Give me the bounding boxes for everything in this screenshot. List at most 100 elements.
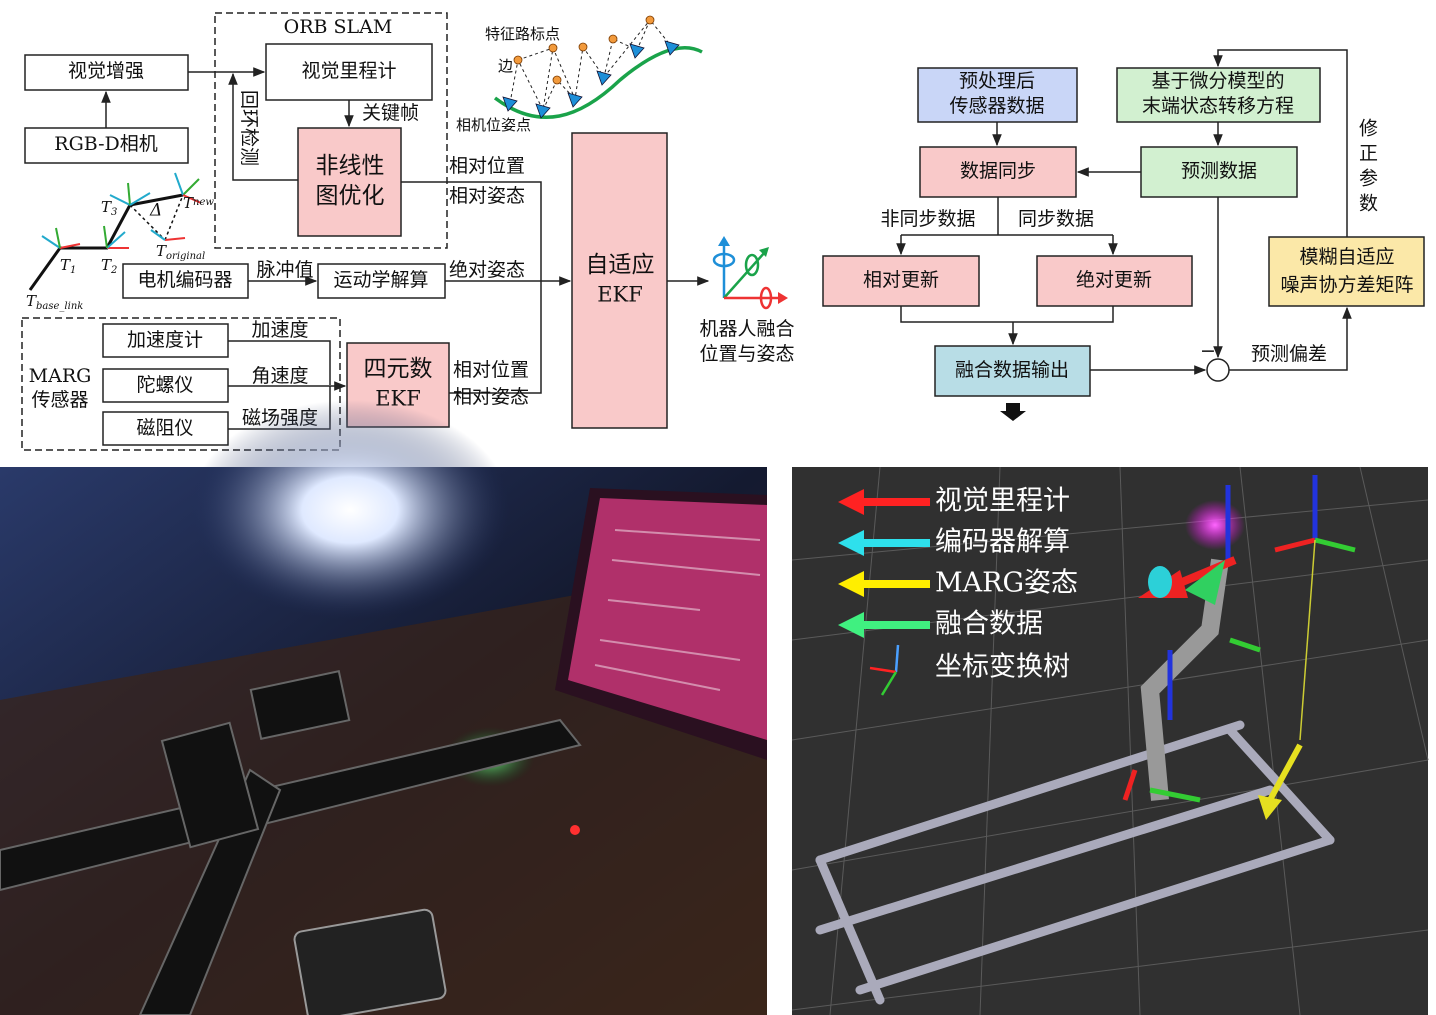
- edge-label: 同步数据: [1018, 208, 1094, 230]
- shape: [568, 93, 582, 107]
- edge-label: 相对位置: [449, 155, 525, 177]
- shape: [597, 71, 611, 85]
- node-label: 绝对更新: [1076, 269, 1152, 291]
- connector: [165, 238, 185, 240]
- node-label: 预处理后: [959, 70, 1035, 92]
- shape: [549, 44, 557, 52]
- shape: [1207, 359, 1229, 381]
- node-label: EKF: [597, 283, 643, 307]
- node-label: 传感器数据: [949, 95, 1044, 117]
- shape: [1148, 566, 1172, 598]
- edge-label: 关键帧: [362, 102, 419, 124]
- connector: [151, 230, 165, 240]
- connector: [183, 179, 199, 195]
- shape: [1000, 403, 1026, 421]
- output-label: 机器人融合: [699, 318, 794, 340]
- group: [714, 236, 788, 308]
- edge-label: 绝对姿态: [449, 259, 525, 281]
- legend-label: 视觉里程计: [935, 486, 1070, 517]
- pose-label: Toriginal: [156, 242, 205, 262]
- connector: [110, 195, 130, 205]
- edge-label: 预测偏差: [1251, 343, 1327, 365]
- group: [42, 228, 80, 248]
- edge-label: 非同步数据: [880, 208, 975, 230]
- legend-label: MARG姿态: [935, 568, 1078, 599]
- pose-label: T3: [101, 198, 117, 218]
- edge-label: 回环检测: [238, 90, 260, 166]
- node-label: 电机编码器: [137, 269, 232, 291]
- fusion-architecture: ORB SLAM 视觉增强 RGB-D相机 视觉里程计 关键帧 非线性 图优化 …: [22, 13, 795, 450]
- node-label: 相对更新: [863, 269, 939, 291]
- connector: [104, 226, 107, 248]
- pose-label: Tbase_link: [26, 292, 83, 312]
- shape: [1185, 500, 1245, 550]
- rviz-view: 视觉里程计 编码器解算 MARG姿态 融合数据 坐标变换树: [792, 467, 1428, 1015]
- group: [503, 41, 679, 118]
- node-label: 陀螺仪: [136, 374, 193, 396]
- shape: [514, 56, 522, 64]
- text-part: new: [193, 197, 214, 208]
- shape: [298, 128, 401, 236]
- edge-label: 脉冲值: [256, 259, 313, 281]
- shape: [792, 467, 1428, 1015]
- node-label: 视觉里程计: [301, 60, 396, 82]
- node-label: 四元数: [364, 356, 433, 382]
- text-part: base_link: [36, 301, 83, 312]
- edge-label: 加速度: [251, 319, 308, 341]
- node-label: 数据同步: [960, 160, 1036, 182]
- connector: [175, 173, 183, 195]
- node-label: 模糊自适应: [1299, 246, 1394, 268]
- shape: [630, 44, 644, 58]
- node-label: 图优化: [316, 183, 385, 209]
- edge-label: 修正参数: [1356, 118, 1378, 218]
- legend-label: 坐标变换树: [935, 652, 1070, 683]
- shape: [572, 133, 667, 428]
- pose-label: T2: [101, 256, 117, 276]
- edge-label: 角速度: [251, 365, 308, 387]
- annotation: 特征路标点: [485, 25, 560, 43]
- annotation: 相机位姿点: [456, 116, 531, 134]
- shape: [190, 400, 510, 620]
- text-part: original: [166, 251, 205, 262]
- text-part: 2: [110, 265, 117, 276]
- text-part: 3: [111, 207, 117, 218]
- edge-label: 相对位置: [453, 359, 529, 381]
- shape: [718, 236, 730, 246]
- edge-label: 相对姿态: [449, 185, 525, 207]
- node-label: 视觉增强: [68, 60, 144, 82]
- pose-label: T1: [60, 256, 76, 276]
- node-label: 预测数据: [1181, 160, 1257, 182]
- experiment-photo: [0, 400, 767, 1015]
- shape: [553, 76, 561, 84]
- legend-label: 融合数据: [935, 609, 1043, 640]
- node-label: 加速度计: [127, 329, 203, 351]
- shape: [579, 43, 587, 51]
- group-label: 传感器: [31, 389, 88, 411]
- pose-label: Tnew: [183, 194, 214, 212]
- shape: [646, 16, 654, 24]
- node-label: 非线性: [316, 153, 385, 179]
- connector: [165, 195, 183, 240]
- output-label: 位置与姿态: [699, 343, 794, 365]
- annotation: 边: [498, 57, 513, 75]
- text-part: 1: [70, 265, 76, 276]
- connector: [901, 306, 1113, 322]
- shape: [609, 35, 617, 43]
- shape: [495, 48, 702, 118]
- connector: [724, 252, 765, 298]
- node-label: 自适应: [586, 252, 655, 278]
- node-label: 磁阻仪: [136, 417, 193, 439]
- ekf-flow: 预处理后 传感器数据 基于微分模型的 末端状态转移方程 数据同步 预测数据 非同…: [823, 50, 1424, 421]
- connector: [518, 48, 553, 60]
- node-label: 融合数据输出: [955, 359, 1069, 381]
- node-label: 基于微分模型的: [1151, 70, 1284, 92]
- node-label: 末端状态转移方程: [1142, 95, 1294, 117]
- legend-label: 编码器解算: [935, 527, 1070, 558]
- edge-label: 相对姿态: [453, 386, 529, 408]
- delta-label: Δ: [149, 201, 162, 221]
- orb-slam-label: ORB SLAM: [284, 16, 393, 38]
- shape: [778, 292, 788, 304]
- node-label: 运动学解算: [333, 269, 428, 291]
